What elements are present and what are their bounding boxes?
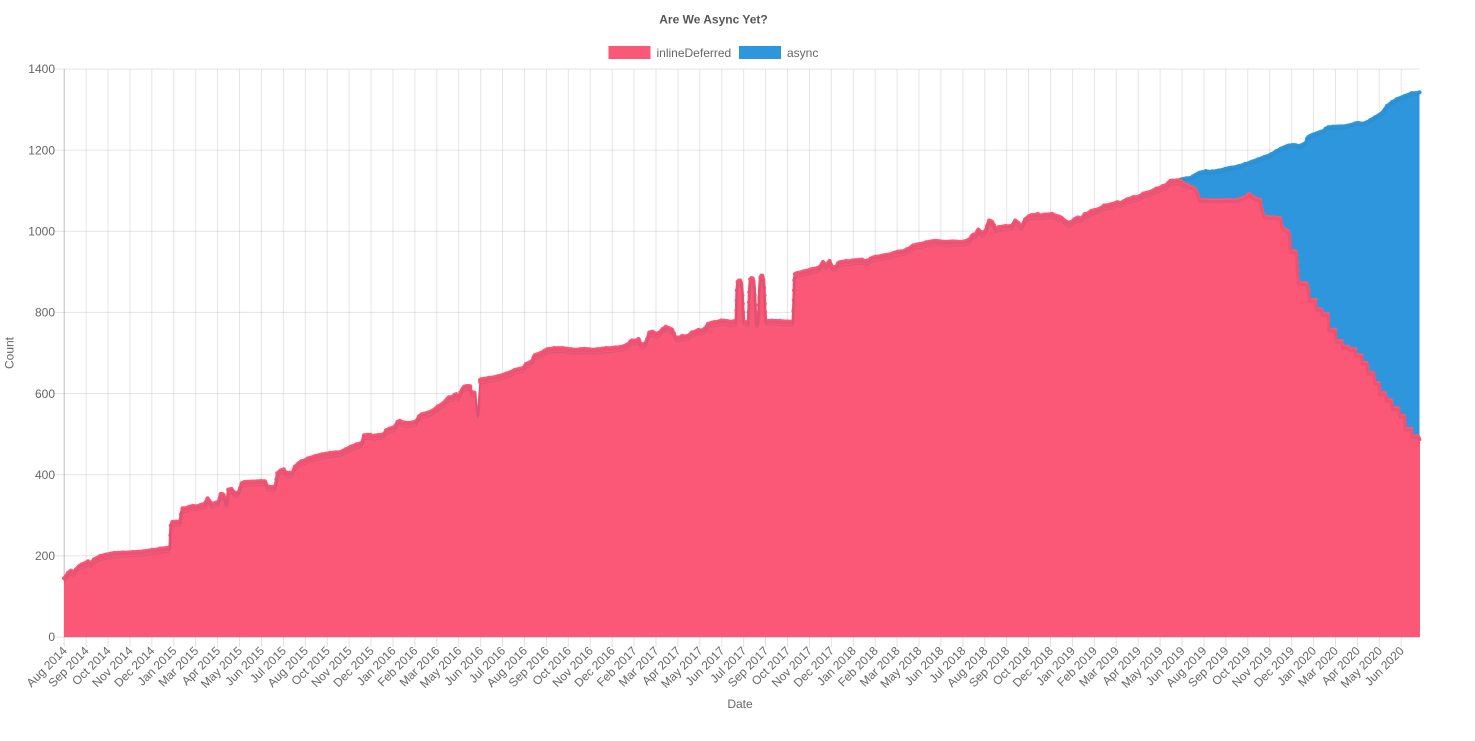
svg-text:0: 0	[48, 630, 55, 644]
svg-text:600: 600	[35, 387, 55, 401]
svg-text:200: 200	[35, 549, 55, 563]
svg-text:Date: Date	[727, 697, 753, 711]
svg-text:Are We Async Yet?: Are We Async Yet?	[659, 13, 768, 27]
svg-text:1400: 1400	[28, 62, 55, 76]
svg-text:Count: Count	[3, 336, 17, 369]
svg-text:async: async	[787, 46, 818, 60]
svg-text:400: 400	[35, 468, 55, 482]
svg-text:1200: 1200	[28, 143, 55, 157]
svg-text:inlineDeferred: inlineDeferred	[657, 46, 732, 60]
svg-text:800: 800	[35, 306, 55, 320]
svg-text:1000: 1000	[28, 225, 55, 239]
